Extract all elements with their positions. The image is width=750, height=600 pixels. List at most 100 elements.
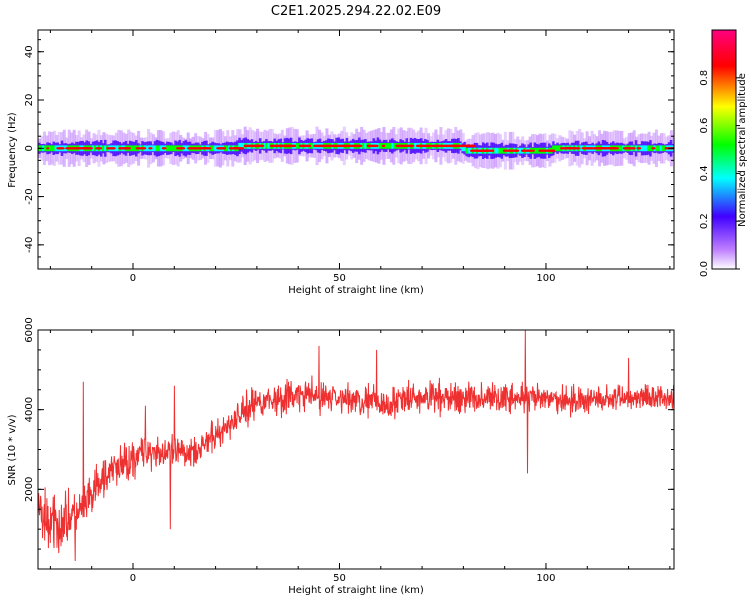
colorbar-tick-label: 0.4 [699,165,710,181]
spectrogram-core [157,145,161,152]
spectrogram-core [211,145,214,152]
spectrogram-x-label: Height of straight line (km) [288,285,424,296]
spectrogram-core [102,145,105,152]
spectrogram-core [498,147,501,154]
spectrogram-core [500,147,504,154]
spectrogram-peak [126,147,131,150]
y-tick-label: -40 [24,237,35,253]
colorbar-tick-label: 0.6 [699,118,710,134]
spectrogram-core [54,145,58,152]
spectrogram-peak [106,147,116,150]
y-tick-label: 2000 [24,477,35,502]
spectrogram-core [643,145,646,152]
spectrogram-core [467,147,471,154]
spectrogram-peak [431,144,444,148]
spectrogram-peak [366,144,379,148]
spectrogram-peak [636,147,642,150]
spectrogram-peak [95,147,103,150]
y-tick-label: 40 [24,45,35,58]
colorbar-gradient [711,29,737,270]
spectrogram-core [151,145,155,152]
spectrogram-peak [176,147,186,150]
spectrogram-core [554,145,557,152]
colorbar-label: Normalized spectral amplitude [737,73,748,227]
spectrogram-core [159,145,163,152]
spectrogram-core [640,145,644,152]
spectrogram-core [155,145,159,152]
spectrogram-ridge [38,126,674,170]
spectrogram-core [364,142,367,149]
x-tick-label: 0 [130,573,136,584]
spectrogram-core [44,145,47,152]
spectrogram-peak [415,144,432,148]
spectrogram-core [238,142,241,149]
spectrogram-core [362,142,365,149]
spectrogram-core [104,145,107,152]
spectrogram-peak [313,144,330,148]
spectrogram-core [378,142,382,149]
spectrogram-core [130,145,134,152]
colorbar-ticks: 0.0 0.2 0.4 0.6 0.8 [699,70,740,277]
spectrogram-peak [548,149,554,152]
spectrogram-peak [581,147,594,150]
spectrogram-core [463,145,466,152]
spectrogram-peak [201,147,212,150]
spectrogram-core [519,147,522,154]
spectrogram-core [496,147,499,154]
y-tick-label: 0 [24,145,35,151]
y-tick-label: 20 [24,94,35,107]
spectrogram-core [647,145,650,152]
spectrogram-core [91,145,95,152]
x-tick-label: 100 [536,273,555,284]
spectrogram-core [267,142,270,149]
spectrogram-core [618,145,621,152]
x-tick-label: 0 [130,273,136,284]
spectrogram-core [645,145,648,152]
y-tick-label: 4000 [24,397,35,422]
colorbar-tick-label: 0.0 [699,261,710,277]
spectrogram-core [634,145,638,152]
spectrogram-core [213,145,217,152]
y-tick-label: -20 [24,188,35,204]
spectrogram-core [620,145,623,152]
spectrogram-peak [477,149,493,152]
spectrogram-peak [457,144,476,148]
spectrogram-peak [56,147,65,150]
spectrogram-y-label: Frequency (Hz) [7,112,18,188]
spectrogram-core [552,145,555,152]
spectrogram-core [132,145,136,152]
spectrogram-core [50,145,53,152]
spectrogram-peak [532,149,535,152]
snr-y-label: SNR (10 * v/v) [7,414,18,485]
spectrogram-peak [520,149,533,152]
spectrogram-core [172,145,175,152]
spectrogram-core [413,142,417,149]
colorbar-tick-label: 0.2 [699,213,710,229]
spectrogram-peak [341,144,357,148]
snr-series-line [38,330,674,562]
spectrogram-peak [260,144,265,148]
spectrogram-peak [406,144,415,148]
spectrogram-core [48,145,51,152]
spectrogram-peak [148,147,153,150]
spectrogram-core [310,142,314,149]
spectrogram-core [174,145,177,152]
spectrogram-peak [161,147,167,150]
snr-axes: 0 50 100 2000 4000 6000 [24,317,674,584]
spectrogram-core [657,145,660,152]
spectrogram-core [461,145,464,152]
spectrogram-peak [118,147,130,150]
colorbar-tick-label: 0.8 [699,70,710,86]
x-tick-label: 50 [333,573,346,584]
spectrogram-frame [37,29,675,270]
spectrogram-peak [82,147,89,150]
spectrogram-core [153,145,157,152]
spectrogram-peak [135,147,147,150]
spectrogram-peak [395,144,409,148]
snr-x-label: Height of straight line (km) [288,585,424,596]
spectrogram-core [384,142,388,149]
spectrogram-peak [651,147,656,150]
spectrogram-core [465,147,468,154]
spectrogram-core [168,145,171,152]
